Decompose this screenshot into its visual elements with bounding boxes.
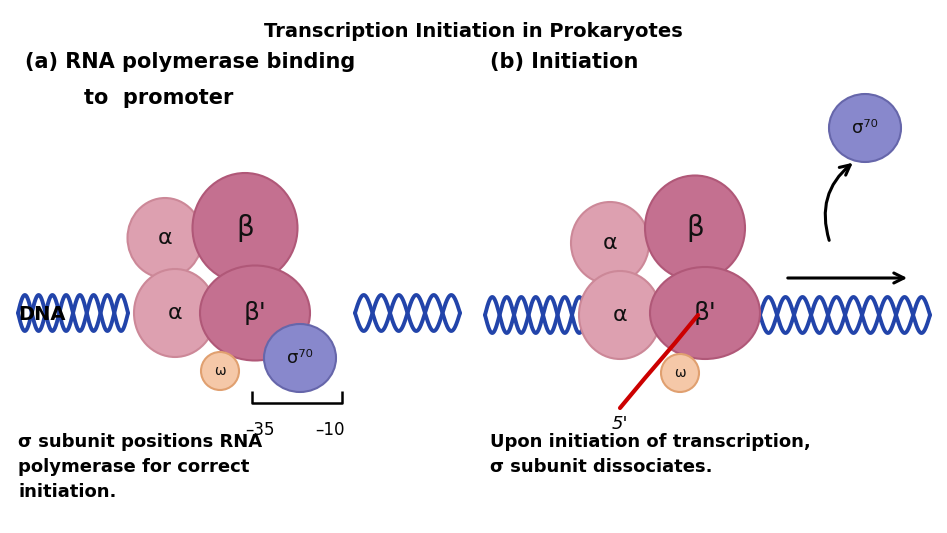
Text: 5': 5' — [612, 415, 629, 433]
Ellipse shape — [579, 271, 661, 359]
Text: α: α — [168, 303, 183, 323]
Ellipse shape — [650, 267, 760, 359]
Text: (a) RNA polymerase binding: (a) RNA polymerase binding — [25, 52, 355, 72]
Text: DNA: DNA — [18, 305, 65, 325]
Text: ω: ω — [214, 364, 225, 378]
Text: –10: –10 — [315, 421, 345, 439]
Text: β': β' — [693, 301, 716, 325]
Text: σ⁷⁰: σ⁷⁰ — [287, 349, 313, 367]
Ellipse shape — [200, 265, 310, 360]
Text: (b) Initiation: (b) Initiation — [490, 52, 638, 72]
Text: α: α — [613, 305, 627, 325]
Ellipse shape — [134, 269, 216, 357]
Ellipse shape — [128, 198, 203, 278]
Text: σ subunit positions RNA
polymerase for correct
initiation.: σ subunit positions RNA polymerase for c… — [18, 433, 262, 501]
Text: α: α — [602, 233, 617, 253]
Ellipse shape — [645, 175, 745, 280]
Text: to  promoter: to promoter — [55, 88, 233, 108]
Ellipse shape — [829, 94, 901, 162]
Text: Transcription Initiation in Prokaryotes: Transcription Initiation in Prokaryotes — [264, 22, 683, 41]
Text: σ⁷⁰: σ⁷⁰ — [852, 119, 878, 137]
Text: Upon initiation of transcription,
σ subunit dissociates.: Upon initiation of transcription, σ subu… — [490, 433, 811, 476]
Text: β: β — [687, 214, 704, 242]
Text: ω: ω — [674, 366, 686, 380]
Ellipse shape — [661, 354, 699, 392]
Ellipse shape — [201, 352, 239, 390]
Text: β': β' — [243, 301, 266, 325]
Text: β: β — [236, 214, 254, 242]
Text: α: α — [157, 228, 172, 248]
Text: –35: –35 — [245, 421, 275, 439]
Ellipse shape — [264, 324, 336, 392]
Ellipse shape — [571, 202, 649, 284]
Ellipse shape — [192, 173, 297, 283]
Ellipse shape — [662, 294, 734, 336]
